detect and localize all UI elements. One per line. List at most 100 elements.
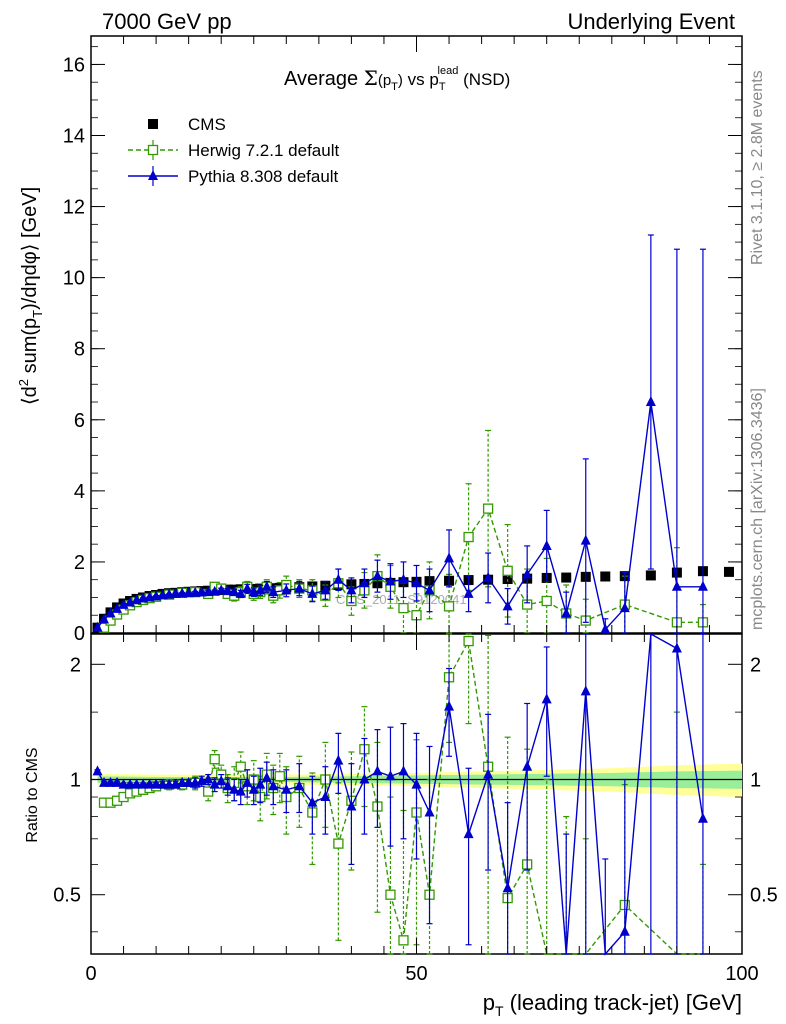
pythia-ratio-point bbox=[444, 700, 455, 711]
pythia-point bbox=[261, 580, 272, 591]
pythia-ratio-point bbox=[268, 780, 279, 791]
pythia-ratio-point bbox=[177, 776, 188, 787]
x-tick-label: 100 bbox=[725, 963, 758, 985]
pythia-point bbox=[203, 586, 214, 597]
ratio-y-tick-label: 1 bbox=[750, 770, 761, 792]
main-title: Average Σ(pT) vs pTlead (NSD) bbox=[284, 65, 510, 93]
herwig-point bbox=[463, 531, 474, 543]
pythia-point bbox=[385, 575, 396, 586]
pythia-ratio-point bbox=[424, 806, 435, 817]
pythia-ratio-point bbox=[92, 765, 103, 776]
legend-marker bbox=[148, 119, 158, 129]
pythia-point bbox=[541, 539, 552, 550]
herwig-ratio-point bbox=[235, 761, 246, 772]
pythia-ratio-point bbox=[112, 776, 123, 787]
pythia-ratio-point bbox=[281, 783, 292, 794]
ratio-plot: 0.5 0.51 12 2 0 50 100 bbox=[53, 36, 778, 985]
main-y-tick-label: 2 bbox=[74, 552, 85, 574]
herwig-point bbox=[443, 601, 455, 612]
pythia-ratio-point bbox=[541, 693, 552, 704]
ratio-y-label: Ratio to CMS bbox=[24, 747, 41, 842]
legend-marker bbox=[148, 170, 158, 180]
pythia-ratio-point bbox=[580, 685, 591, 696]
pythia-point bbox=[255, 584, 266, 595]
pythia-point bbox=[483, 571, 494, 582]
pythia-point bbox=[112, 602, 123, 613]
legend-label: Pythia 8.308 default bbox=[188, 167, 339, 186]
legend: CMS Herwig 7.2.1 default Pythia 8.308 defa… bbox=[128, 115, 339, 186]
main-y-tick-label: 10 bbox=[63, 268, 85, 290]
pythia-ratio-point bbox=[248, 783, 259, 794]
pythia-point bbox=[190, 586, 201, 597]
legend-label: Herwig 7.2.1 default bbox=[188, 141, 339, 160]
pythia-ratio-point bbox=[671, 642, 682, 653]
main-y-label: ⟨d2 sum(pT)/dηdφ⟩ [GeV] bbox=[16, 187, 45, 405]
main-y-tick-label: 8 bbox=[74, 339, 85, 361]
herwig-ratio-point bbox=[463, 635, 474, 647]
pythia-point bbox=[242, 582, 253, 593]
pythia-ratio-point bbox=[697, 812, 708, 823]
ratio-y-tick-label: 2 bbox=[70, 654, 81, 676]
pythia-point bbox=[346, 584, 357, 595]
pythia-ratio-point bbox=[385, 770, 396, 781]
pythia-point bbox=[268, 586, 279, 597]
pythia-point bbox=[600, 623, 611, 634]
pythia-point bbox=[92, 621, 103, 632]
pythia-point bbox=[444, 552, 455, 563]
pythia-point bbox=[424, 584, 435, 595]
herwig-ratio-point bbox=[209, 754, 220, 765]
herwig-ratio-point bbox=[398, 935, 409, 946]
pythia-ratio-point bbox=[294, 780, 305, 791]
pythia-ratio-point bbox=[483, 768, 494, 779]
pythia-ratio-point bbox=[411, 778, 422, 789]
pythia-ratio-point bbox=[333, 754, 344, 765]
main-y-tick-label: 0 bbox=[74, 623, 85, 645]
pythia-ratio-point bbox=[522, 760, 533, 771]
pythia-ratio-point bbox=[183, 776, 194, 787]
ratio-y-ticks: 0.5 0.5 1 1 2 2 bbox=[53, 654, 778, 933]
pythia-point bbox=[177, 587, 188, 598]
main-plot: CMS_2011_S9120041 0 2 4 6 8 10 12 14 16 Average … bbox=[63, 35, 743, 645]
pythia-ratio-point bbox=[157, 778, 168, 789]
pythia-ratio-point bbox=[372, 765, 383, 776]
pythia-point bbox=[359, 577, 370, 588]
herwig-point bbox=[482, 503, 494, 514]
x-tick-label: 0 bbox=[85, 963, 96, 985]
watermark: CMS_2011_S9120041 bbox=[336, 592, 467, 607]
x-tick-label: 50 bbox=[405, 963, 427, 985]
herwig-point bbox=[502, 565, 513, 576]
pythia-point bbox=[645, 396, 656, 407]
cms-point bbox=[600, 571, 611, 582]
pythia-point bbox=[216, 584, 227, 595]
herwig-ratio-point bbox=[333, 838, 344, 849]
pythia-point bbox=[222, 585, 233, 596]
pythia-point bbox=[463, 587, 474, 598]
pythia-point bbox=[619, 602, 630, 613]
pythia-ratio-point bbox=[118, 778, 129, 789]
pythia-ratio-point bbox=[619, 925, 630, 936]
main-y-tick-label: 4 bbox=[74, 481, 85, 503]
main-plot-frame bbox=[90, 35, 743, 634]
pythia-point bbox=[281, 584, 292, 595]
pythia-ratio-point bbox=[105, 776, 116, 787]
ratio-y-tick-label: 1 bbox=[70, 770, 81, 792]
pythia-point bbox=[372, 570, 383, 581]
pythia-point bbox=[320, 584, 331, 595]
cms-point bbox=[645, 570, 656, 581]
main-y-tick-label: 16 bbox=[63, 54, 85, 76]
x-axis-label: pT (leading track-jet) [GeV] bbox=[483, 990, 742, 1019]
pythia-ratio-point bbox=[229, 783, 240, 794]
pythia-point bbox=[671, 580, 682, 591]
pythia-ratio-point bbox=[242, 776, 253, 787]
pythia-ratio-point bbox=[261, 771, 272, 782]
pythia-ratio-point bbox=[99, 776, 110, 787]
pythia-point bbox=[561, 607, 572, 618]
pythia-ratio-point bbox=[144, 778, 155, 789]
pythia-point bbox=[411, 577, 422, 588]
ratio-y-tick-label: 0.5 bbox=[53, 885, 81, 907]
pythia-point bbox=[398, 573, 409, 584]
pythia-ratio-point bbox=[131, 778, 142, 789]
pythia-ratio-point bbox=[320, 791, 331, 802]
pythia-ratio-point bbox=[502, 882, 513, 893]
